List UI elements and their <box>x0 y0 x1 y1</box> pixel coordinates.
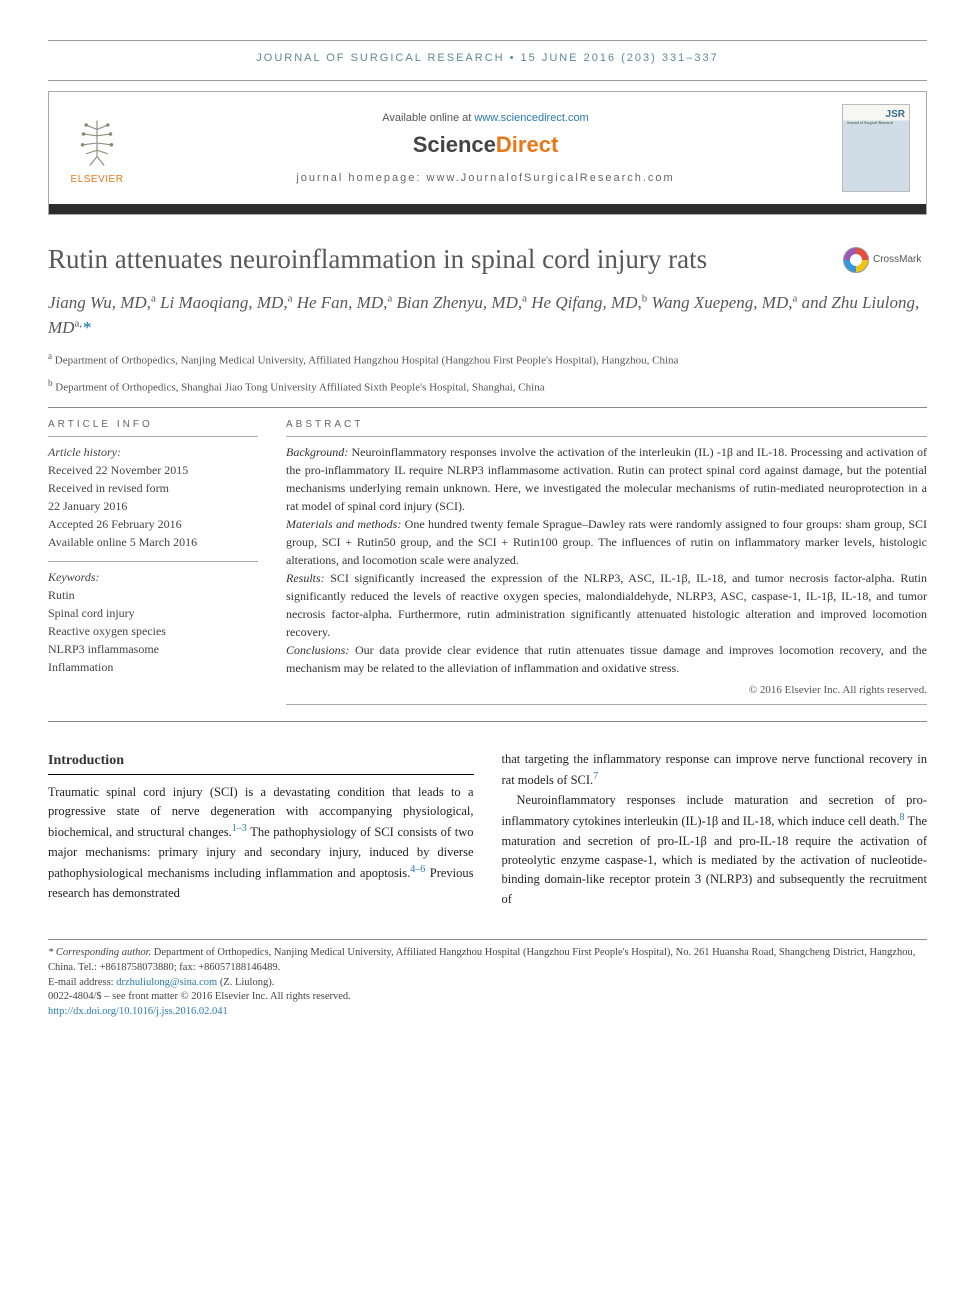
col2-p2a: Neuroinflammatory responses include matu… <box>502 793 928 829</box>
body-col-1: Introduction Traumatic spinal cord injur… <box>48 750 474 909</box>
ref-1-3[interactable]: 1–3 <box>232 823 247 834</box>
keywords-label: Keywords: <box>48 568 258 586</box>
affiliation-b: b Department of Orthopedics, Shanghai Ji… <box>48 377 927 396</box>
rule-top-2 <box>48 80 927 81</box>
sd-word-1: Science <box>413 132 496 157</box>
corr-text: Department of Orthopedics, Nanjing Medic… <box>48 947 915 973</box>
homepage-label: journal homepage: <box>296 172 426 184</box>
author-list: Jiang Wu, MD,a Li Maoqiang, MD,a He Fan,… <box>48 291 927 340</box>
crossmark-label: CrossMark <box>873 253 921 267</box>
intro-p1: Traumatic spinal cord injury (SCI) is a … <box>48 783 474 904</box>
intro-heading: Introduction <box>48 750 474 772</box>
rule-keywords <box>48 561 258 562</box>
jsr-subtitle: Journal of Surgical Research <box>847 120 893 126</box>
col2-p1: that targeting the inflammatory response… <box>502 750 928 791</box>
abs-con-label: Conclusions: <box>286 643 349 657</box>
article-title: Rutin attenuates neuroinflammation in sp… <box>48 243 843 277</box>
keyword-2: Reactive oxygen species <box>48 622 258 640</box>
ref-4-6[interactable]: 4–6 <box>410 864 425 875</box>
keyword-3: NLRP3 inflammasome <box>48 640 258 658</box>
running-head: journal of surgical research • 15 june 2… <box>48 51 927 66</box>
crossmark-icon <box>843 247 869 273</box>
homepage-line: journal homepage: www.JournalofSurgicalR… <box>147 171 824 186</box>
available-pre: Available online at <box>382 112 474 124</box>
rule-info-sub <box>48 436 258 437</box>
footnote-block: * Corresponding author. Department of Or… <box>48 939 927 1019</box>
history-revised-1: Received in revised form <box>48 479 258 497</box>
corresponding-footnote: * Corresponding author. Department of Or… <box>48 946 927 975</box>
affiliation-a: a Department of Orthopedics, Nanjing Med… <box>48 350 927 369</box>
elsevier-label: ELSEVIER <box>71 173 124 187</box>
rule-abs-sub <box>286 436 927 437</box>
abstract-copyright: © 2016 Elsevier Inc. All rights reserved… <box>286 683 927 698</box>
history-label: Article history: <box>48 443 258 461</box>
article-info-head: article info <box>48 418 258 432</box>
masthead: ELSEVIER Available online at www.science… <box>48 91 927 215</box>
rule-intro <box>48 774 474 775</box>
history-received: Received 22 November 2015 <box>48 461 258 479</box>
abstract-head: abstract <box>286 418 927 432</box>
dark-bar <box>49 204 926 214</box>
affil-b-text: Department of Orthopedics, Shanghai Jiao… <box>55 382 544 394</box>
rule-below-info <box>48 721 927 722</box>
sciencedirect-url[interactable]: www.sciencedirect.com <box>474 112 588 124</box>
email-label: E-mail address: <box>48 977 116 988</box>
email-footnote: E-mail address: drzhuliulong@sina.com (Z… <box>48 976 927 991</box>
corresponding-star: * <box>82 318 91 337</box>
col2-p1a: that targeting the inflammatory response… <box>502 752 928 788</box>
rule-abs-bottom <box>286 704 927 705</box>
history-online: Available online 5 March 2016 <box>48 533 258 551</box>
available-line: Available online at www.sciencedirect.co… <box>147 111 824 126</box>
elsevier-logo: ELSEVIER <box>65 109 129 187</box>
rule-above-info <box>48 407 927 408</box>
keyword-0: Rutin <box>48 586 258 604</box>
corr-label: * Corresponding author. <box>48 947 151 958</box>
abs-bg: Neuroinflammatory responses involve the … <box>286 445 927 513</box>
homepage-url[interactable]: www.JournalofSurgicalResearch.com <box>427 172 675 184</box>
body-col-2: that targeting the inflammatory response… <box>502 750 928 909</box>
affil-a-text: Department of Orthopedics, Nanjing Medic… <box>55 355 679 367</box>
journal-cover: JSR Journal of Surgical Research <box>842 104 910 192</box>
crossmark-badge[interactable]: CrossMark <box>843 247 927 273</box>
keyword-4: Inflammation <box>48 658 258 676</box>
rule-top <box>48 40 927 41</box>
col2-p2: Neuroinflammatory responses include matu… <box>502 791 928 909</box>
abs-mm-label: Materials and methods: <box>286 517 401 531</box>
rule-footnote <box>48 939 927 940</box>
ref-7[interactable]: 7 <box>593 771 598 782</box>
email-link[interactable]: drzhuliulong@sina.com <box>116 977 217 988</box>
issn-footnote: 0022-4804/$ – see front matter © 2016 El… <box>48 990 927 1005</box>
abs-res-label: Results: <box>286 571 325 585</box>
tree-icon <box>70 115 124 171</box>
abstract-body: Background: Neuroinflammatory responses … <box>286 443 927 677</box>
keywords-block: Keywords: Rutin Spinal cord injury React… <box>48 568 258 676</box>
doi-link[interactable]: http://dx.doi.org/10.1016/j.jss.2016.02.… <box>48 1006 228 1017</box>
abs-res: SCI significantly increased the expressi… <box>286 571 927 639</box>
keyword-1: Spinal cord injury <box>48 604 258 622</box>
history-revised-2: 22 January 2016 <box>48 497 258 515</box>
history-accepted: Accepted 26 February 2016 <box>48 515 258 533</box>
sciencedirect-logo[interactable]: ScienceDirect <box>147 130 824 161</box>
sd-word-2: Direct <box>496 132 558 157</box>
article-history: Article history: Received 22 November 20… <box>48 443 258 551</box>
abs-con: Our data provide clear evidence that rut… <box>286 643 927 675</box>
abs-bg-label: Background: <box>286 445 348 459</box>
email-who: (Z. Liulong). <box>217 977 274 988</box>
